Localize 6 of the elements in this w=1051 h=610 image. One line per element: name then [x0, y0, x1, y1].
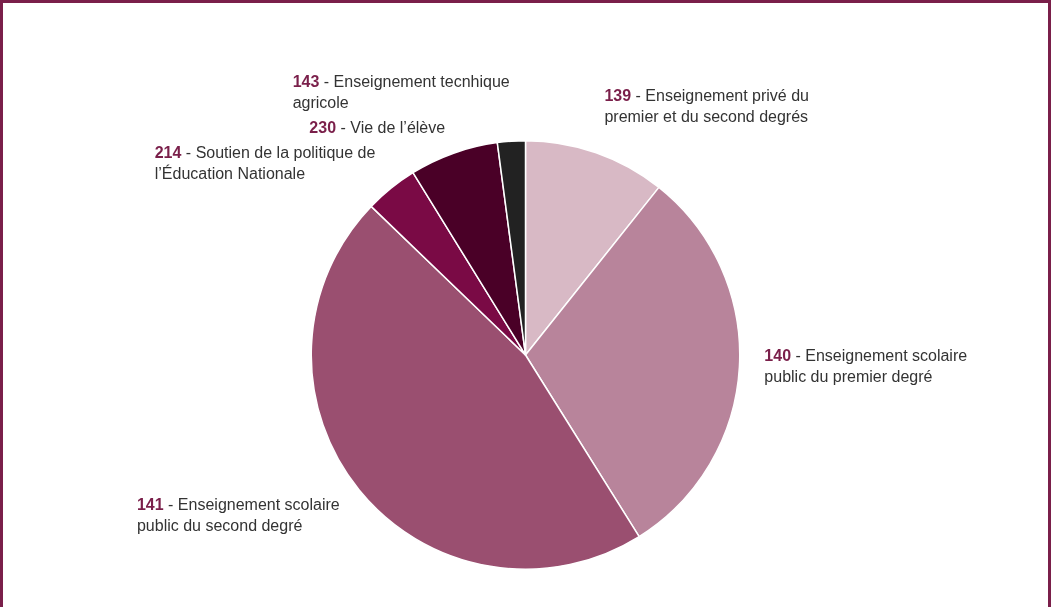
- slice-label: 143 - Enseignement tecnhique agricole: [292, 72, 510, 111]
- slice-label: 139 - Enseignement privé du premier et du second degrés: [604, 86, 809, 125]
- slice-label: 214 - Soutien de la politique de l’Éducation Nationale: [154, 143, 376, 182]
- slice-label: 141 - Enseignement scolaire public du second degré: [136, 496, 340, 535]
- slice-label: 140 - Enseignement scolaire public du premier degré: [764, 347, 968, 386]
- slice-label: 230 - Vie de l’élève: [309, 118, 446, 136]
